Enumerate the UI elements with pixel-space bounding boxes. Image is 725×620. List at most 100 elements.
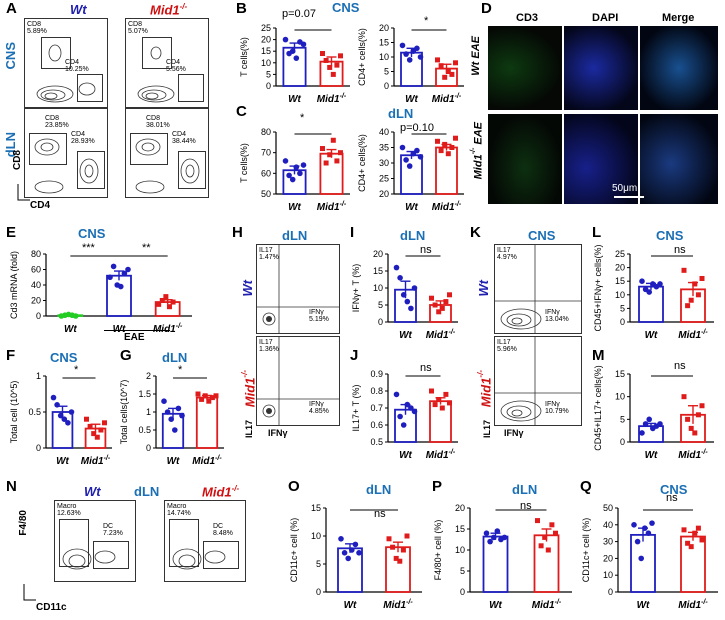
k-ylabel: IL17 xyxy=(482,420,492,439)
data-point xyxy=(699,403,705,409)
data-point xyxy=(657,421,663,427)
data-point xyxy=(118,283,124,290)
x-tick-sup: -/- xyxy=(701,329,708,336)
e-sig2: ** xyxy=(142,242,151,254)
data-point xyxy=(685,303,691,309)
a-gate-cd8-label: CD8 23.85% xyxy=(45,115,69,129)
data-point xyxy=(445,151,451,157)
data-point xyxy=(338,536,344,542)
y-tick-label: 10 xyxy=(379,52,389,62)
k-xlabel: IFNγ xyxy=(504,428,524,438)
y-tick-label: 20 xyxy=(379,23,389,33)
chart-q: 0 10 20 30 40 50 CD11c+ cell (%) Wt Mid1-/- xyxy=(581,503,718,611)
data-point xyxy=(393,264,400,271)
data-point xyxy=(338,150,343,156)
data-point xyxy=(166,304,172,310)
d-img-mid1-dapi xyxy=(564,114,638,204)
g-sig: * xyxy=(178,364,183,376)
x-tick-sup: -/- xyxy=(340,201,347,208)
data-point xyxy=(681,394,687,400)
panel-label-d: D xyxy=(481,0,492,17)
data-point xyxy=(688,297,694,303)
a-plot-dln-mid1: CD8 38.01% CD4 38.44% xyxy=(125,108,209,198)
y-tick-label: 5 xyxy=(384,67,389,77)
data-point xyxy=(170,299,176,305)
data-point xyxy=(397,275,403,281)
data-point xyxy=(542,534,548,540)
data-point xyxy=(293,164,300,170)
y-tick-label: 25 xyxy=(379,174,389,184)
data-point xyxy=(483,530,490,536)
a-contour xyxy=(135,138,200,194)
a-gate-cd4-label: CD4 10.25% xyxy=(65,59,89,73)
x-tick-label: Wt xyxy=(288,202,301,213)
data-point xyxy=(341,550,348,556)
data-point xyxy=(400,292,407,298)
data-point xyxy=(399,144,406,151)
x-tick-label: Mid1-/- xyxy=(426,329,456,341)
data-point xyxy=(397,558,403,564)
a-group-mid1-sup: -/- xyxy=(179,2,188,11)
bar xyxy=(106,274,132,317)
panel-label-j: J xyxy=(350,347,359,364)
g-tissue: dLN xyxy=(162,350,188,365)
data-point xyxy=(327,64,333,70)
a-contour xyxy=(36,44,96,103)
k-q-il17: IL17 4.97% xyxy=(497,247,517,261)
h-q-il17: IL17 1.47% xyxy=(259,247,279,261)
data-point xyxy=(330,137,336,143)
data-point xyxy=(297,170,303,177)
data-point xyxy=(352,541,359,548)
x-tick-label: Wt xyxy=(645,450,658,461)
data-point xyxy=(110,263,117,270)
data-point xyxy=(646,416,652,423)
data-point xyxy=(645,530,652,536)
k-group-mid1: Mid1-/- xyxy=(476,370,493,407)
a-gate-cd4-label: CD4 5.56% xyxy=(166,59,186,73)
y-tick-label: 15 xyxy=(615,276,625,286)
data-point xyxy=(487,538,493,545)
data-point xyxy=(390,544,396,550)
a-group-wt: Wt xyxy=(70,2,87,17)
data-point xyxy=(688,544,694,550)
panel-label-o: O xyxy=(288,478,300,495)
data-point xyxy=(293,55,300,61)
data-point xyxy=(334,158,340,164)
y-tick-label: 30 xyxy=(603,537,613,547)
data-point xyxy=(688,425,694,431)
k-group-mid1-name: Mid1 xyxy=(478,377,494,408)
p-sig: ns xyxy=(520,500,532,512)
data-point xyxy=(432,402,438,408)
n-plot-wt: Macro 12.63% DC 7.23% xyxy=(54,500,136,582)
d-scale-label: 50μm xyxy=(612,183,638,194)
data-point xyxy=(411,285,418,291)
h-plot-wt: IL17 1.47% IFNγ 5.19% xyxy=(256,244,340,334)
data-point xyxy=(631,522,637,528)
y-tick-label: 25 xyxy=(261,23,271,33)
panel-label-b: B xyxy=(236,0,247,17)
n-tissue: dLN xyxy=(134,484,160,499)
data-point xyxy=(87,423,93,429)
panel-label-h: H xyxy=(232,224,243,241)
x-tick-label: Mid1-/- xyxy=(192,455,222,467)
q-sig: ns xyxy=(666,492,678,504)
data-point xyxy=(282,36,289,43)
y-axis-label: CD4+ cells(%) xyxy=(357,28,367,86)
y-tick-label: 5 xyxy=(460,566,465,576)
y-axis-label: IFNγ+ T (%) xyxy=(351,264,361,313)
n-ylabel: F4/80 xyxy=(18,510,29,536)
data-point xyxy=(634,538,641,545)
data-point xyxy=(159,298,165,303)
x-tick-label: Wt xyxy=(113,324,126,335)
h-q-ifn: IFNγ 5.19% xyxy=(309,309,329,323)
y-tick-label: 20 xyxy=(31,296,41,306)
x-tick-label: Wt xyxy=(399,330,412,341)
l-sig: ns xyxy=(674,244,686,256)
d-row-mid1-sup: -/- xyxy=(470,147,477,155)
data-point xyxy=(102,420,107,426)
b-right-p: * xyxy=(424,15,429,27)
data-point xyxy=(393,391,400,398)
data-point xyxy=(179,412,185,419)
y-tick-label: 40 xyxy=(31,280,41,290)
k-q-ifn: IFNγ 13.04% xyxy=(545,309,569,323)
